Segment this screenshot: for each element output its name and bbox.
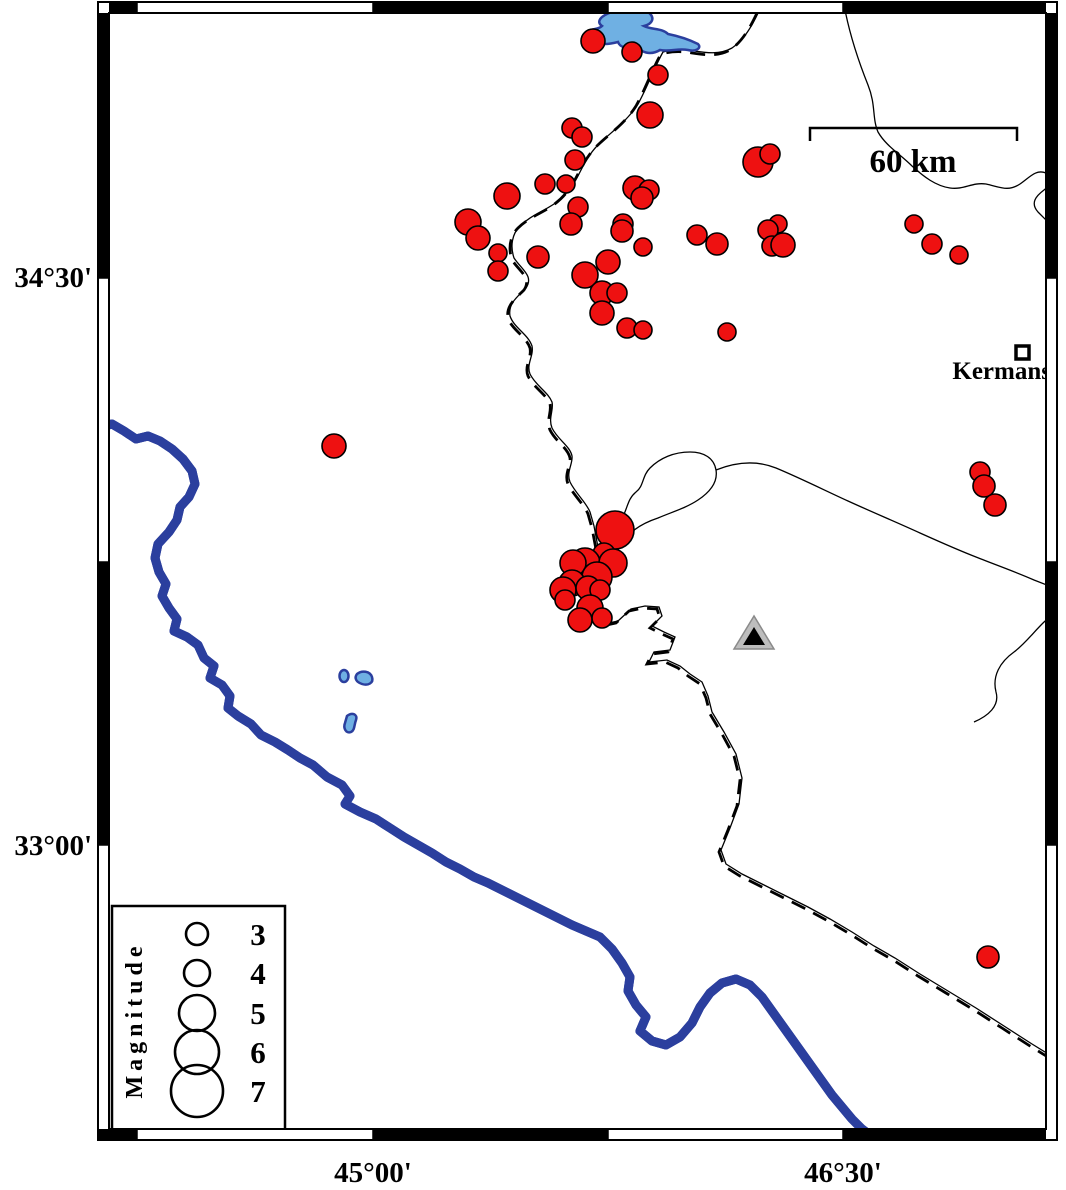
scale-bar: 60 km (808, 126, 1019, 180)
earthquake-marker (983, 493, 1007, 517)
earthquake-marker (633, 237, 653, 257)
earthquake-marker (904, 214, 924, 234)
earthquake-marker (647, 64, 669, 86)
earthquake-marker (564, 149, 586, 171)
legend-label-7: 7 (250, 1074, 266, 1109)
legend-label-5: 5 (250, 996, 266, 1031)
earthquake-marker (921, 233, 943, 255)
lon-label-4500: 45°00' (334, 1157, 412, 1189)
earthquake-marker (465, 225, 491, 251)
scale-bar-label: 60 km (869, 144, 956, 180)
earthquake-marker (580, 28, 606, 54)
earthquake-marker (571, 126, 593, 148)
pond (343, 712, 358, 734)
earthquake-marker (488, 243, 508, 263)
earthquake-marker (717, 322, 737, 342)
legend-label-4: 4 (250, 956, 266, 991)
earthquake-marker (759, 143, 781, 165)
international-border-dashed (506, 13, 1046, 1058)
earthquake-marker (610, 219, 634, 243)
earthquake-marker (591, 607, 613, 629)
pond (354, 670, 374, 686)
earthquake-marker (595, 249, 621, 275)
station-triangle-marker (732, 614, 776, 650)
earthquake-marker (705, 232, 729, 256)
earthquake-marker (633, 320, 653, 340)
earthquake-marker (559, 212, 583, 236)
legend-magnitude-circle (169, 1063, 225, 1119)
earthquake-marker (606, 282, 628, 304)
legend-title: Magnitude (122, 941, 148, 1098)
legend-label-3: 3 (250, 917, 266, 952)
earthquake-marker (770, 232, 796, 258)
city-label: Kermans (952, 358, 1051, 385)
earthquake-marker (571, 261, 599, 289)
legend-magnitude-circle (182, 958, 212, 988)
earthquake-marker (636, 101, 664, 129)
earthquake-marker (556, 174, 576, 194)
earthquake-marker (534, 173, 556, 195)
earthquake-marker (589, 300, 615, 326)
earthquake-marker (567, 607, 593, 633)
legend-magnitude-circle (173, 1028, 221, 1076)
lon-label-4630: 46°30' (804, 1157, 882, 1189)
earthquake-markers (321, 28, 1007, 969)
legend-magnitude-circle (184, 921, 210, 947)
lat-label-3300: 33°00' (14, 830, 92, 862)
earthquake-marker (487, 260, 509, 282)
earthquake-marker (321, 433, 347, 459)
city-square-marker (1014, 344, 1031, 361)
legend-label-6: 6 (250, 1035, 266, 1070)
earthquake-marker (949, 245, 969, 265)
earthquake-marker (621, 41, 643, 63)
earthquake-marker (972, 474, 996, 498)
earthquake-marker (630, 186, 654, 210)
earthquake-marker (554, 589, 576, 611)
earthquake-marker (493, 182, 521, 210)
magnitude-legend: Magnitude 3 4 5 6 7 (110, 904, 287, 1129)
map-frame (97, 1, 1058, 1141)
pond (338, 668, 350, 684)
earthquake-marker (526, 245, 550, 269)
earthquake-marker (686, 224, 708, 246)
earthquake-marker (976, 945, 1000, 969)
lat-label-3430: 34°30' (14, 262, 92, 294)
river (109, 13, 898, 1129)
